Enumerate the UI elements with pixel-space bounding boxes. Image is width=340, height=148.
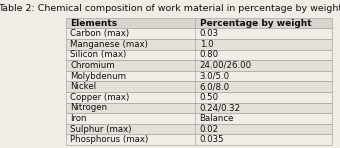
Bar	[195, 50, 332, 60]
Text: 24.00/26.00: 24.00/26.00	[200, 61, 252, 70]
Bar	[195, 103, 332, 113]
Text: Carbon (max): Carbon (max)	[70, 29, 130, 38]
Bar	[195, 18, 332, 28]
Bar	[195, 60, 332, 71]
Bar	[66, 50, 196, 60]
Text: 0.50: 0.50	[200, 93, 219, 102]
Text: Molybdenum: Molybdenum	[70, 72, 126, 81]
Bar	[66, 71, 196, 81]
Bar	[195, 71, 332, 81]
Bar	[66, 134, 196, 145]
Text: Copper (max): Copper (max)	[70, 93, 130, 102]
Text: Nickel: Nickel	[70, 82, 97, 91]
Bar	[66, 81, 196, 92]
Bar	[66, 60, 196, 71]
Text: Silicon (max): Silicon (max)	[70, 50, 126, 59]
Text: Chromium: Chromium	[70, 61, 115, 70]
Bar	[195, 28, 332, 39]
Text: 0.80: 0.80	[200, 50, 219, 59]
Text: Balance: Balance	[200, 114, 234, 123]
Bar	[195, 81, 332, 92]
Text: Elements: Elements	[70, 18, 118, 28]
Text: 0.035: 0.035	[200, 135, 224, 144]
Text: 3.0/5.0: 3.0/5.0	[200, 72, 230, 81]
Text: Manganese (max): Manganese (max)	[70, 40, 148, 49]
Text: 6.0/8.0: 6.0/8.0	[200, 82, 230, 91]
Bar	[195, 113, 332, 124]
Text: Phosphorus (max): Phosphorus (max)	[70, 135, 149, 144]
Bar	[66, 92, 196, 103]
Bar	[66, 39, 196, 50]
Bar	[195, 92, 332, 103]
Text: Iron: Iron	[70, 114, 87, 123]
Text: 0.03: 0.03	[200, 29, 219, 38]
Bar	[66, 18, 196, 28]
Text: Nitrogen: Nitrogen	[70, 103, 107, 112]
Text: 0.02: 0.02	[200, 125, 219, 134]
Text: 1.0: 1.0	[200, 40, 213, 49]
Text: Table 2: Chemical composition of work material in percentage by weight: Table 2: Chemical composition of work ma…	[0, 4, 340, 13]
Bar	[195, 124, 332, 134]
Bar	[195, 134, 332, 145]
Bar	[195, 39, 332, 50]
Bar	[66, 28, 196, 39]
Bar	[66, 103, 196, 113]
Bar	[66, 124, 196, 134]
Text: Sulphur (max): Sulphur (max)	[70, 125, 132, 134]
Bar	[66, 113, 196, 124]
Text: 0.24/0.32: 0.24/0.32	[200, 103, 241, 112]
Text: Percentage by weight: Percentage by weight	[200, 18, 311, 28]
